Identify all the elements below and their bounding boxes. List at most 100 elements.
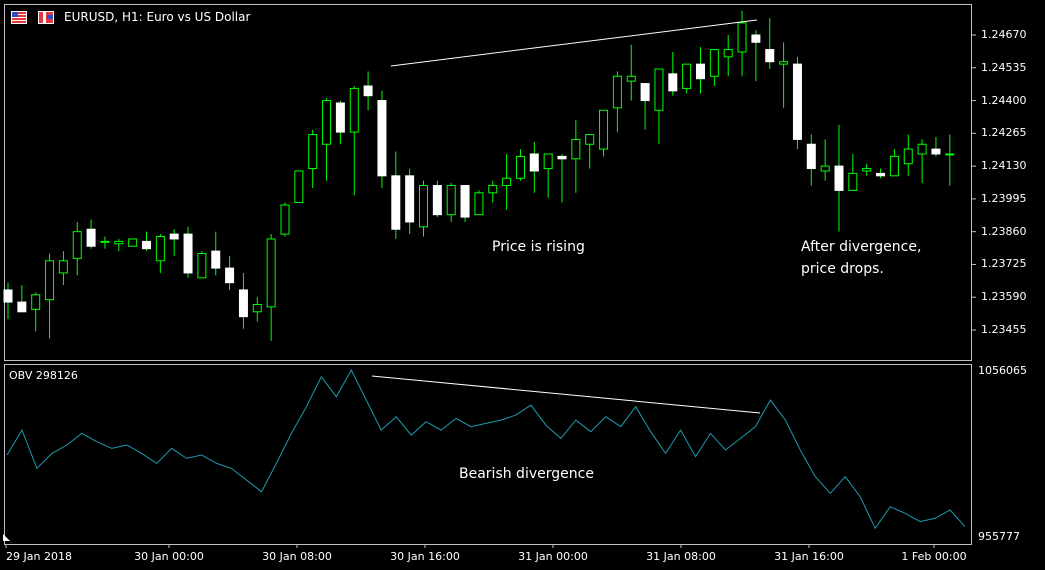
candle: [723, 35, 733, 77]
candle-body: [31, 294, 41, 310]
candle-body: [862, 168, 872, 172]
flag-us-icon: [38, 9, 54, 24]
candle-body: [709, 49, 719, 77]
candle: [266, 234, 276, 341]
candle-body: [446, 185, 456, 216]
candle: [128, 238, 138, 247]
price-tick-label: 1.23455: [981, 323, 1027, 336]
candle: [155, 234, 165, 273]
candle: [114, 238, 124, 252]
candle: [626, 44, 636, 101]
price-tick-label: 1.23860: [981, 224, 1027, 238]
candle: [502, 153, 512, 210]
price-tick-label: 1.24130: [981, 159, 1027, 173]
candle: [696, 47, 705, 94]
candle-body: [820, 165, 830, 172]
candle-body: [280, 204, 290, 235]
candle: [349, 85, 359, 196]
candle-body: [432, 185, 442, 216]
candle-body: [114, 240, 124, 245]
candle-body: [211, 250, 221, 269]
candle: [779, 42, 789, 108]
candle: [3, 282, 13, 320]
candle-body: [585, 134, 595, 145]
time-tick-label: 30 Jan 00:00: [134, 550, 204, 563]
candle: [446, 183, 456, 222]
candle: [903, 134, 913, 176]
candle: [668, 51, 678, 96]
candle: [945, 134, 955, 186]
candle-body: [654, 68, 664, 111]
candle-body: [779, 61, 789, 65]
candle: [377, 90, 387, 188]
candle: [280, 202, 290, 237]
candle-body: [515, 155, 525, 179]
candle-body: [903, 148, 913, 165]
candle: [252, 297, 262, 322]
time-tick-label: 30 Jan 16:00: [390, 550, 460, 563]
candle-body: [488, 185, 498, 194]
candle: [876, 168, 886, 179]
candle: [335, 100, 345, 145]
candle: [640, 83, 650, 130]
candle: [751, 30, 761, 82]
candle-body: [848, 172, 858, 191]
candle-body: [335, 102, 345, 133]
candle: [86, 219, 96, 249]
candle-body: [945, 153, 955, 156]
candle-body: [806, 143, 816, 170]
price-tick-label: 1.24535: [981, 60, 1027, 74]
price-tick-label: 1.23725: [981, 257, 1027, 271]
candle-body: [737, 22, 747, 53]
candle: [709, 49, 719, 86]
candle-body: [889, 155, 899, 177]
candle: [100, 236, 110, 249]
annotation-price-rising: Price is rising: [492, 239, 585, 255]
candle-body: [58, 260, 68, 274]
price-tick-label: 1.24400: [981, 93, 1027, 107]
candle: [474, 190, 484, 216]
price-trend-line: [390, 19, 758, 67]
candle: [571, 119, 581, 193]
candle-body: [751, 34, 761, 43]
candle-body: [696, 63, 705, 80]
candle: [515, 149, 525, 181]
candle-body: [100, 240, 110, 243]
annotation-after-divergence: After divergence, price drops.: [801, 239, 922, 277]
candle: [58, 251, 68, 286]
time-tick-label: 30 Jan 08:00: [262, 550, 332, 563]
candle-body: [626, 75, 636, 82]
candle-body: [17, 301, 27, 313]
candle-body: [640, 83, 650, 102]
window-resize-icon: [3, 534, 10, 541]
candle: [197, 251, 207, 279]
candle-body: [322, 100, 332, 145]
price-pane-frame: [4, 4, 972, 361]
candle-body: [45, 260, 55, 301]
time-tick-label: 29 Jan 2018: [6, 550, 72, 563]
candle: [405, 168, 415, 235]
candle-body: [169, 233, 179, 240]
candle-body: [405, 175, 415, 223]
price-tick-label: 1.24265: [981, 126, 1027, 140]
obv-scale-label: 955777: [978, 530, 1020, 543]
annotation-bearish-divergence: Bearish divergence: [459, 466, 594, 482]
candle-body: [765, 49, 775, 63]
candle-body: [543, 153, 553, 170]
time-tick-label: 31 Jan 00:00: [518, 550, 588, 563]
candle: [585, 134, 595, 169]
candle: [391, 151, 401, 239]
candle-body: [294, 170, 304, 204]
candle: [308, 129, 318, 188]
candle: [682, 63, 692, 94]
candle-body: [474, 192, 484, 216]
time-tick-label: 1 Feb 00:00: [901, 550, 967, 563]
obv-scale-label: 1056065: [978, 364, 1027, 377]
candle-body: [308, 134, 318, 170]
candle: [557, 153, 567, 203]
candle-body: [3, 289, 13, 303]
candle: [432, 180, 442, 218]
candle-body: [419, 185, 428, 228]
candle: [363, 71, 373, 111]
